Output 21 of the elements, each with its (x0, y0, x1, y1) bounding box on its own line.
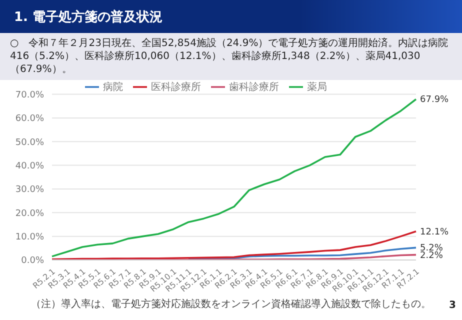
legend-label: 薬局 (307, 82, 327, 93)
line-series (188, 246, 417, 260)
data-label: 67.9% (420, 95, 450, 106)
text: 3 (449, 300, 456, 311)
y-tick-label: 70.0% (15, 90, 44, 100)
y-tick-label: 40.0% (15, 161, 44, 172)
chart-title: 1. 電子処方箋の普及状況 (0, 0, 462, 33)
y-tick-label: 0.0% (21, 256, 44, 266)
y-tick-label: 10.0% (15, 232, 44, 243)
legend-label: 病院 (103, 82, 123, 93)
y-tick-label: 50.0% (15, 138, 44, 148)
data-label: 12.1% (420, 227, 450, 238)
chart-subtitle: ○ 令和７年２月23日現在、全国52,854施設（24.9%）で電子処方箋の運用開始済。内訳は病院416（5.2%）、医科診療所10,060（12.1%）、歯科診療所1,348（2.2%）、薬局41,030（67.9%）。 (0, 33, 462, 80)
legend-label: 歯科診療所 (229, 82, 279, 93)
legend-label: 医科診療所 (151, 82, 201, 93)
y-tick-label: 30.0% (15, 185, 44, 196)
text: （注）導入率は、電子処方箋対応施設数をオンライン資格確認導入施設数で除したもの。 (31, 299, 431, 310)
y-tick-label: 20.0% (15, 208, 44, 219)
line-series (51, 98, 417, 258)
y-tick-label: 60.0% (15, 114, 44, 124)
line-series (51, 230, 417, 260)
